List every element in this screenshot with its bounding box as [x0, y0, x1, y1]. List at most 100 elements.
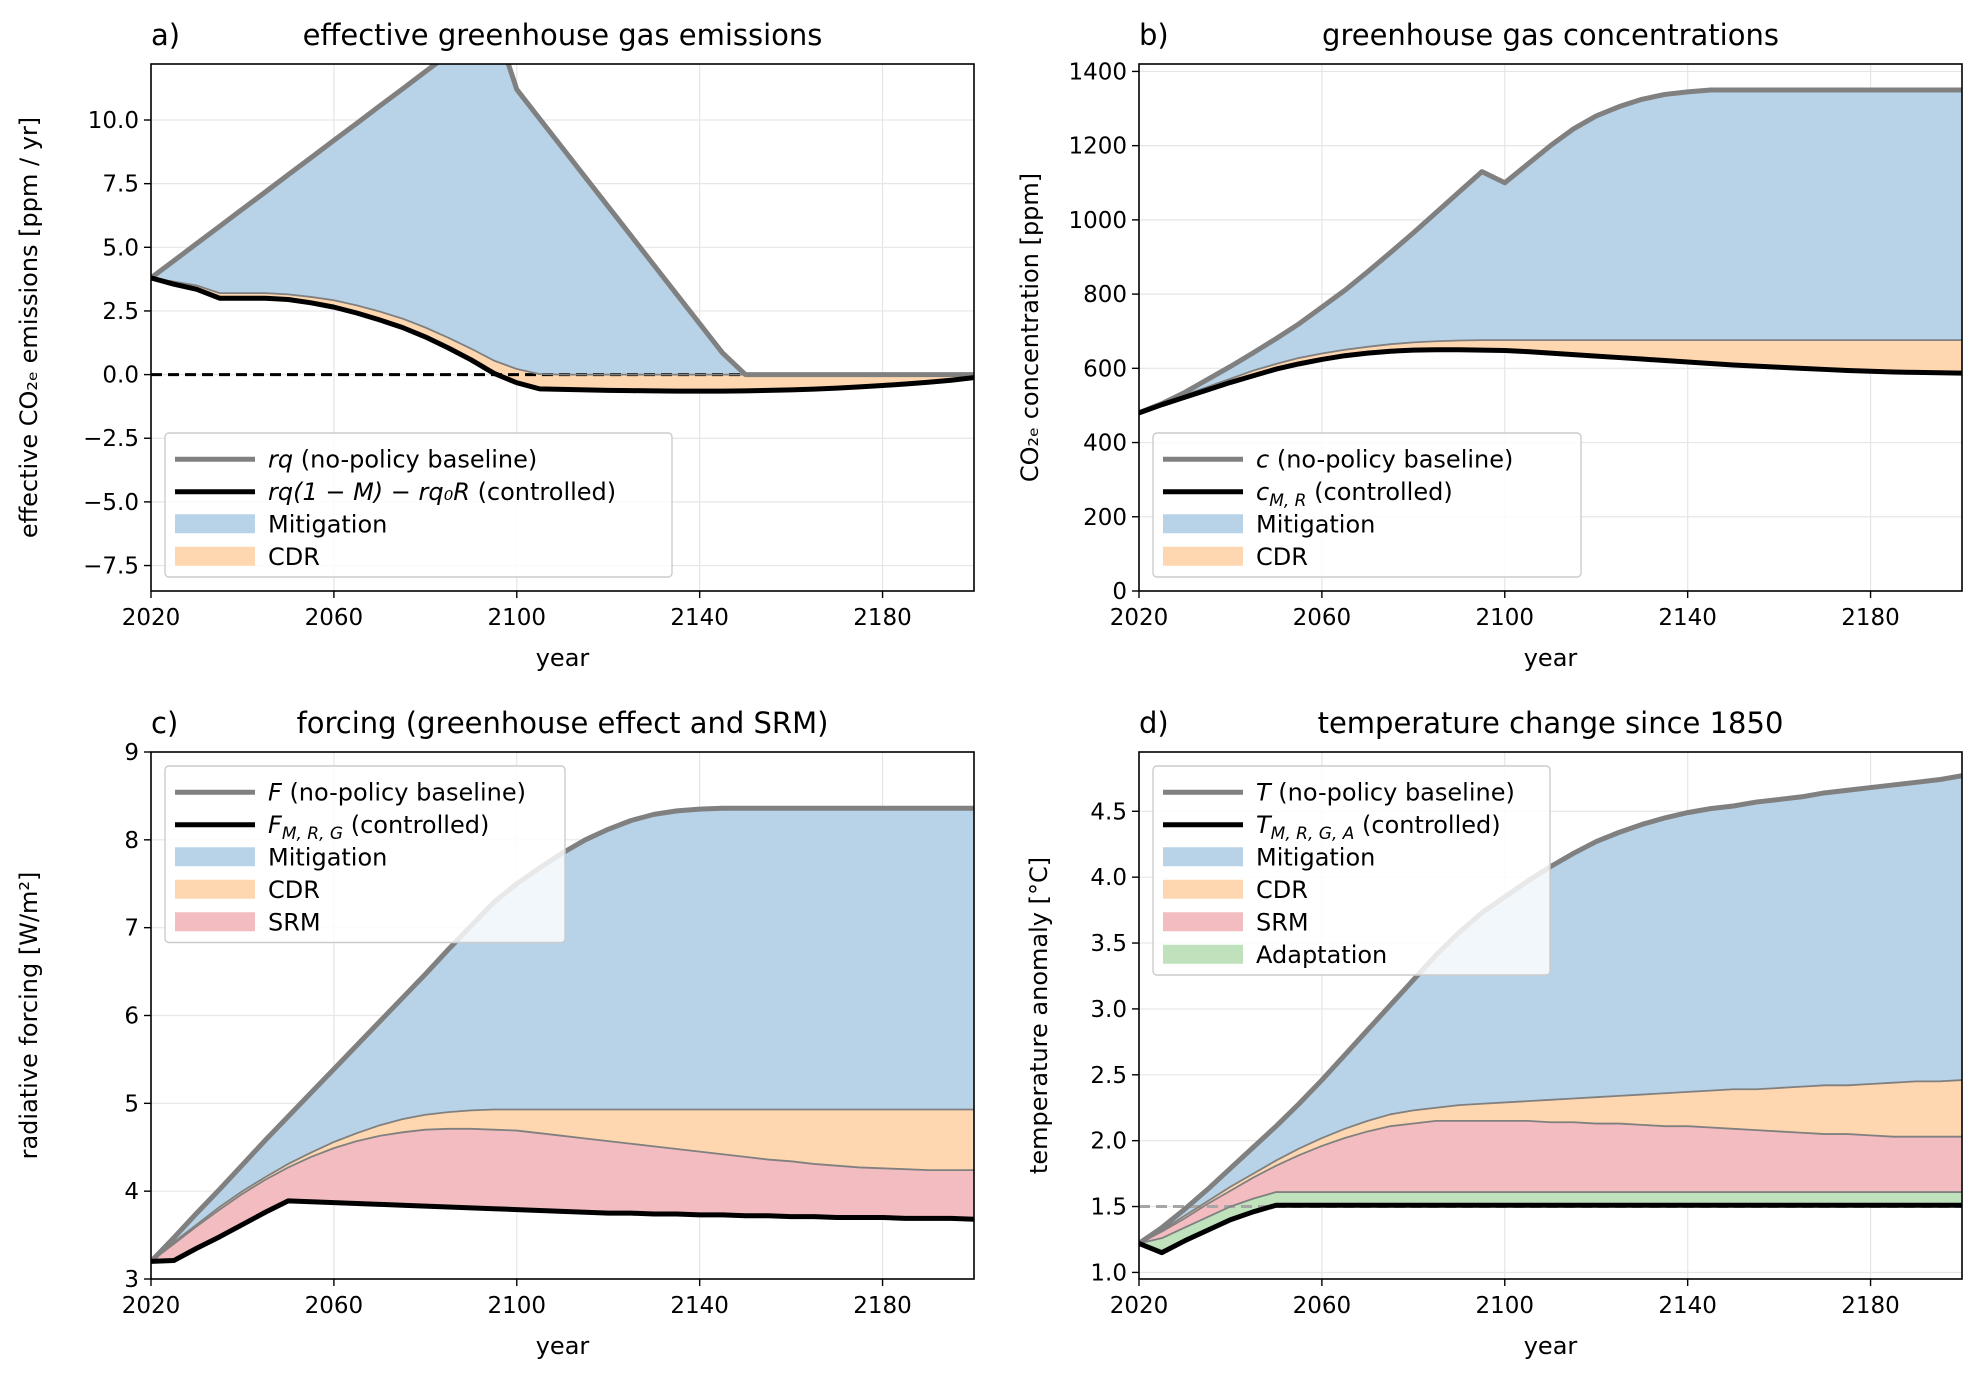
legend-entry-label: Mitigation	[268, 843, 387, 871]
axes-frame	[1138, 63, 1963, 592]
legend-entry-label: CDR	[1256, 876, 1308, 904]
x-axis-label: year	[1524, 644, 1578, 672]
axes-frame	[1138, 751, 1963, 1280]
y-tick-label: 600	[1083, 356, 1127, 382]
x-tick-label: 2180	[853, 1293, 912, 1319]
fill-mitigation	[151, 808, 974, 1262]
x-axis-label: year	[536, 644, 590, 672]
legend-patch-swatch	[175, 546, 255, 566]
legend-patch-swatch	[175, 879, 255, 899]
y-tick-label: 1.5	[1090, 1195, 1127, 1221]
legend-entry-label: c (no-policy baseline)	[1256, 445, 1513, 473]
series-line-0	[1139, 87, 1962, 416]
x-tick-label: 2020	[122, 1293, 181, 1319]
x-tick-label: 2020	[122, 605, 181, 631]
legend-patch-swatch	[1163, 944, 1243, 964]
legend-entry-label: Mitigation	[1256, 510, 1375, 538]
legend-entry-label: FM, R, G (controlled)	[268, 811, 489, 844]
fill-srm	[151, 1128, 974, 1262]
y-tick-label: 0	[1112, 579, 1127, 605]
y-tick-label: 0.0	[102, 363, 139, 389]
series-line-2	[1139, 1120, 1962, 1245]
panel-letter: c)	[151, 706, 178, 740]
x-tick-label: 2180	[1841, 1293, 1900, 1319]
series-line-1	[151, 1108, 974, 1263]
legend-patch-swatch	[1163, 847, 1243, 867]
x-tick-label: 2140	[670, 605, 729, 631]
legend-entry-label: rq(1 − M) − rq₀R (controlled)	[268, 478, 616, 506]
x-tick-label: 2060	[1293, 1293, 1352, 1319]
y-tick-label: 800	[1083, 282, 1127, 308]
y-tick-label: 7.5	[102, 172, 139, 198]
fill-mitigation	[1139, 89, 1962, 413]
plot-area	[151, 752, 974, 1279]
legend-patch-swatch	[175, 912, 255, 932]
legend-patch-swatch	[175, 514, 255, 534]
y-tick-label: 1400	[1068, 59, 1127, 85]
y-tick-label: 400	[1083, 431, 1127, 457]
x-tick-label: 2060	[1293, 605, 1352, 631]
y-tick-label: 9	[124, 740, 139, 766]
y-tick-label: 1000	[1068, 208, 1127, 234]
legend-entry-label: T (no-policy baseline)	[1256, 778, 1515, 806]
legend-patch-swatch	[1163, 879, 1243, 899]
legend-patch-swatch	[1163, 546, 1243, 566]
legend: T (no-policy baseline) TM, R, G, A (contr…	[1152, 765, 1551, 976]
panel-b: 2020 2060 2100 2140 2180 0 200 400 600 800 1000 120…	[1016, 18, 1963, 672]
x-tick-label: 2180	[853, 605, 912, 631]
y-tick-label: 10.0	[88, 108, 139, 134]
x-tick-label: 2100	[488, 1293, 547, 1319]
y-tick-label: 3.5	[1090, 931, 1127, 957]
y-axis-label: temperature anomaly [°C]	[1025, 857, 1053, 1174]
y-axis-label: CO₂ₑ concentration [ppm]	[1016, 173, 1044, 482]
panel-title: effective greenhouse gas emissions	[303, 18, 823, 52]
series-line-3	[1139, 1191, 1962, 1245]
fill-cdr	[1139, 340, 1962, 413]
x-tick-label: 2100	[488, 605, 547, 631]
fill-cdr	[151, 1109, 974, 1262]
panel-letter: d)	[1139, 706, 1169, 740]
series-line-1	[1139, 339, 1962, 414]
legend: c (no-policy baseline) cM, R (controlled)…	[1152, 432, 1582, 578]
y-tick-label: 4.0	[1090, 865, 1127, 891]
legend-entry-label: Adaptation	[1256, 941, 1387, 969]
x-tick-label: 2100	[1476, 605, 1535, 631]
x-tick-label: 2140	[1658, 1293, 1717, 1319]
legend-box	[1152, 765, 1551, 976]
legend-box	[164, 432, 673, 578]
y-tick-label: −2.5	[83, 426, 139, 452]
series-line-4	[1139, 1202, 1962, 1256]
y-tick-label: 2.0	[1090, 1129, 1127, 1155]
y-tick-label: 5	[124, 1091, 139, 1117]
fill-mitigation	[151, 64, 974, 375]
y-tick-label: 2.5	[1090, 1063, 1127, 1089]
y-tick-label: 3.0	[1090, 997, 1127, 1023]
legend-patch-swatch	[1163, 514, 1243, 534]
panel-a: 2020 2060 2100 2140 2180 −7.5 −5.0 −2.5 0.0 2.5 5.…	[15, 18, 975, 672]
series-line-2	[151, 1127, 974, 1263]
legend-entry-label: TM, R, G, A (controlled)	[1256, 811, 1501, 844]
y-tick-label: 3	[124, 1267, 139, 1293]
y-tick-label: 4	[124, 1179, 139, 1205]
panel-letter: a)	[151, 18, 180, 52]
x-tick-label: 2100	[1476, 1293, 1535, 1319]
fill-cdr	[1139, 1080, 1962, 1244]
x-axis-label: year	[1524, 1332, 1578, 1360]
legend-entry-label: CDR	[268, 543, 320, 571]
y-tick-label: −5.0	[83, 490, 139, 516]
axes-frame	[150, 63, 975, 592]
y-tick-label: 4.5	[1090, 799, 1127, 825]
x-tick-label: 2140	[670, 1293, 729, 1319]
legend-box	[164, 765, 566, 944]
panel-d: 2020 2060 2100 2140 2180 1.0 1.5 2.0 2.5 3.0 3.5 4.…	[1025, 706, 1963, 1360]
y-axis-label: effective CO₂ₑ emissions [ppm / yr]	[15, 117, 43, 538]
plot-area	[1139, 752, 1962, 1279]
panel-c: 2020 2060 2100 2140 2180 3 4 5 6 7 8 9 year radiative…	[15, 706, 975, 1360]
y-tick-label: 200	[1083, 505, 1127, 531]
legend-entry-label: rq (no-policy baseline)	[268, 445, 537, 473]
legend-entry-label: cM, R (controlled)	[1256, 478, 1453, 511]
legend-entry-label: SRM	[1256, 908, 1309, 936]
legend-box	[1152, 432, 1582, 578]
series-line-3	[151, 1198, 974, 1264]
